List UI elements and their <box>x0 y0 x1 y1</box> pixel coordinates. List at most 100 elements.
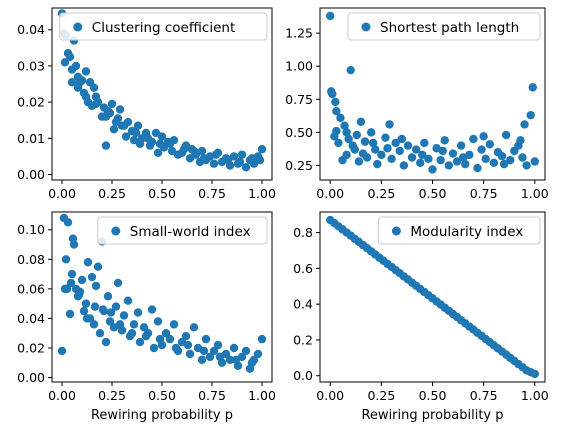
x-tick-label: 0.00 <box>48 186 76 201</box>
data-point <box>91 99 101 109</box>
data-point <box>95 329 105 338</box>
data-point <box>111 302 121 311</box>
chart-panel-bottom-right: 0.00 0.25 0.50 0.75 1.00 0.0 0.2 0.4 0.6 0.8 Rewir… <box>293 211 549 423</box>
data-point <box>139 323 149 332</box>
data-point <box>461 159 470 169</box>
data-point <box>133 308 143 317</box>
data-point <box>89 83 99 92</box>
data-point <box>350 145 359 154</box>
legend: Modularity index <box>377 216 541 245</box>
data-point <box>356 117 366 126</box>
data-point <box>469 134 478 144</box>
data-point <box>399 161 409 170</box>
legend-label: Clustering coefficient <box>92 20 235 36</box>
x-tick-label: 0.50 <box>419 186 447 201</box>
x-tick-label: 0.25 <box>367 388 395 403</box>
data-point <box>241 346 251 356</box>
data-point <box>346 65 355 75</box>
data-point <box>334 138 343 148</box>
legend-marker <box>391 226 401 236</box>
x-tick-label: 0.25 <box>367 186 395 201</box>
y-tick-label: 0.8 <box>293 225 313 240</box>
y-tick-label: 0.04 <box>17 311 45 326</box>
data-point <box>143 134 153 143</box>
data-point <box>477 145 486 154</box>
x-tick-label: 0.00 <box>316 388 344 403</box>
legend-box <box>97 216 268 245</box>
data-point <box>155 139 165 148</box>
data-point <box>373 159 382 169</box>
data-point <box>253 349 263 359</box>
x-tick-label: 1.00 <box>521 388 549 403</box>
data-point <box>473 163 482 173</box>
data-point <box>247 358 257 367</box>
data-point <box>237 150 247 159</box>
data-point <box>197 355 207 365</box>
data-point <box>107 99 117 109</box>
data-point <box>331 97 340 107</box>
data-point <box>354 157 364 166</box>
y-tick-label: 0.10 <box>17 222 45 237</box>
data-point <box>424 154 433 164</box>
data-point <box>501 130 511 140</box>
legend-label: Small-world index <box>130 224 251 240</box>
data-point <box>93 262 103 271</box>
data-point <box>115 320 125 329</box>
x-axis-label: Rewiring probability p <box>91 408 233 423</box>
data-point <box>121 132 131 141</box>
data-point <box>60 284 70 294</box>
data-point <box>209 346 219 356</box>
data-point <box>340 121 349 130</box>
data-point <box>444 161 454 170</box>
data-point <box>342 150 351 160</box>
x-tick-label: 0.75 <box>470 388 498 403</box>
data-point <box>326 11 335 21</box>
data-point <box>101 337 111 347</box>
data-point <box>105 317 115 326</box>
data-point <box>385 120 394 129</box>
data-point <box>368 138 378 148</box>
data-point <box>257 145 267 154</box>
data-point <box>165 139 175 148</box>
data-points <box>326 11 539 174</box>
x-tick-label: 1.00 <box>248 186 276 201</box>
x-tick-label: 0.25 <box>98 388 126 403</box>
data-point <box>344 134 353 144</box>
data-point <box>520 120 529 129</box>
data-point <box>391 138 400 148</box>
data-point <box>428 165 437 174</box>
data-point <box>91 281 101 291</box>
data-point <box>106 308 116 317</box>
data-point <box>119 311 129 320</box>
chart-panel-bottom-left: 0.00 0.25 0.50 0.75 1.00 0.00 0.02 0.04 0.06 0.08… <box>17 211 276 423</box>
x-tick-label: 0.75 <box>198 186 226 201</box>
data-point <box>109 125 119 134</box>
x-tick-label: 1.00 <box>248 388 276 403</box>
data-point <box>153 317 163 326</box>
legend-marker <box>111 226 121 236</box>
data-point <box>87 272 97 282</box>
data-point <box>157 132 167 141</box>
data-point <box>155 334 165 344</box>
data-point <box>147 305 157 314</box>
y-tick-label: 0.4 <box>293 297 313 312</box>
data-point <box>485 140 494 149</box>
data-point <box>499 159 509 169</box>
y-tick-label: 0.03 <box>17 58 45 73</box>
data-point <box>209 159 219 168</box>
y-tick-label: 0.25 <box>285 158 313 173</box>
data-point <box>213 340 223 350</box>
data-point <box>83 258 93 267</box>
data-point <box>90 302 100 311</box>
data-point <box>171 343 181 353</box>
data-point <box>215 352 225 362</box>
legend-box <box>347 12 541 41</box>
data-point <box>332 126 341 136</box>
y-tick-label: 0.02 <box>17 341 45 356</box>
data-point <box>336 113 345 123</box>
chart-panel-top-right: 0.00 0.25 0.50 0.75 1.000.250.500.751.001.25… <box>285 7 549 201</box>
data-point <box>225 355 235 365</box>
data-point <box>395 146 404 156</box>
data-point <box>57 346 67 356</box>
